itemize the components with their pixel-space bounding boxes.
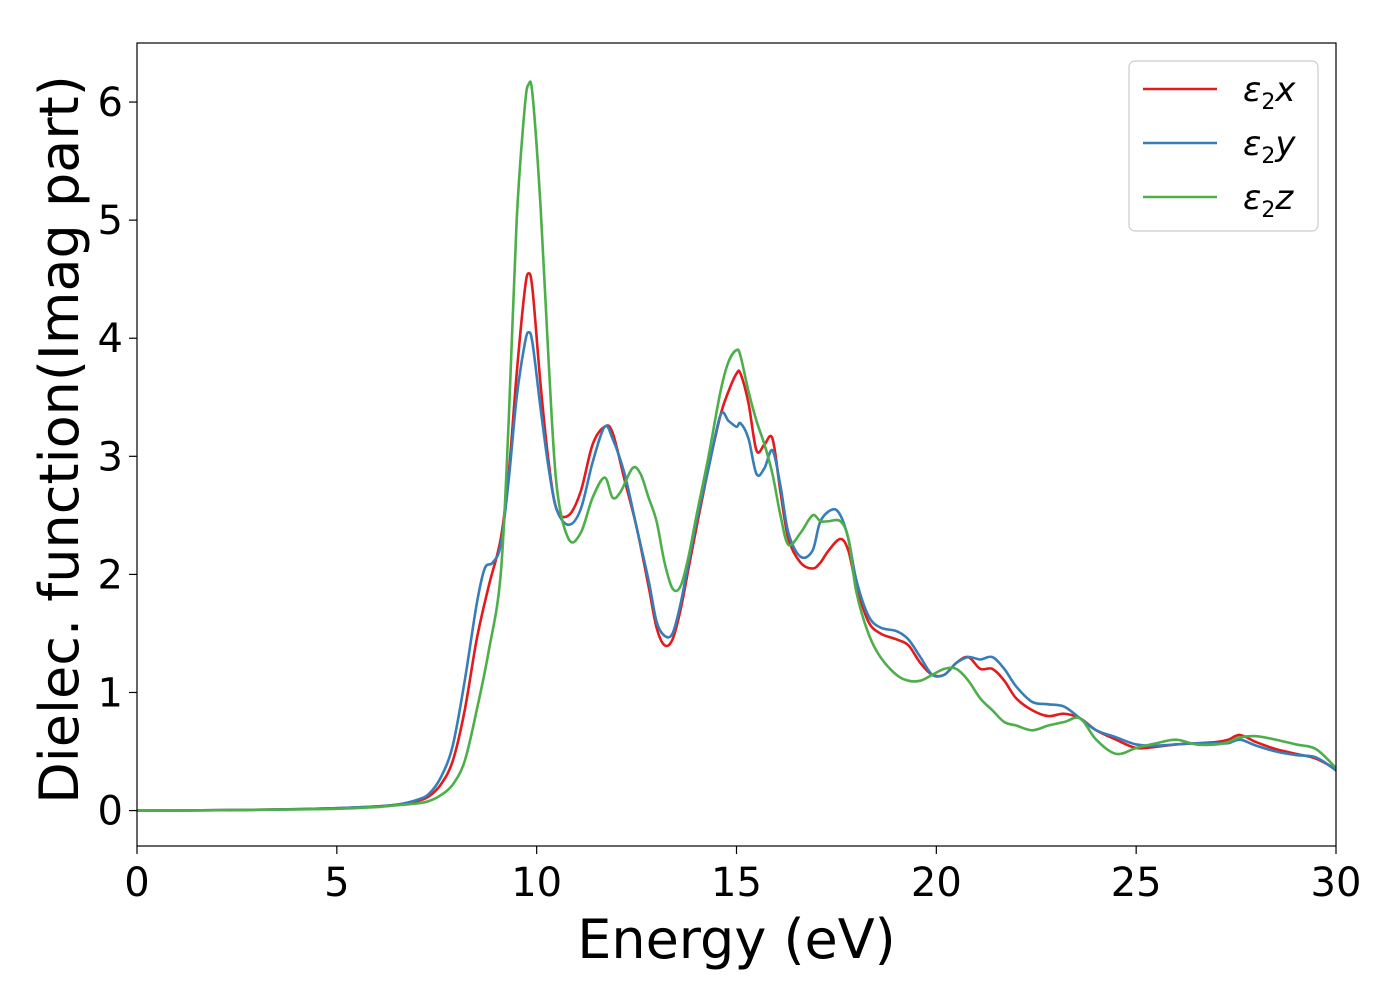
x-tick-label: 10 [511,860,562,906]
y-tick-label: 4 [98,316,123,362]
legend-label-z: ε2z [1243,178,1294,223]
x-tick-label: 30 [1311,860,1362,906]
legend-label-subscript: 2 [1261,198,1275,223]
x-tick-label: 0 [124,860,149,906]
y-axis-title: Dielec. function(Imag part) [28,75,91,804]
series-layer [137,80,1336,812]
y-axis: 0 1 2 3 4 5 6 [98,80,137,835]
y-tick-label: 3 [98,434,123,480]
y-tick-label: 6 [98,80,123,126]
x-tick-label: 25 [1111,860,1162,906]
y-tick-label: 0 [98,789,123,835]
x-axis: 0 5 10 15 20 25 30 [124,846,1361,906]
y-tick-label: 5 [98,198,123,244]
y-tick-label: 1 [98,670,123,716]
x-tick-label: 20 [911,860,962,906]
legend-label-base: ε [1243,178,1261,218]
x-tick-label: 5 [324,860,349,906]
legend-label-base: ε [1243,70,1261,110]
x-axis-title: Energy (eV) [577,908,896,971]
legend-box [1128,60,1319,232]
legend-label-subscript: 2 [1261,144,1275,169]
legend-label-y: ε2y [1243,124,1296,169]
legend-label-variable: y [1274,124,1296,164]
legend-label-x: ε2x [1243,70,1296,115]
x-tick-label: 15 [711,860,762,906]
legend-label-variable: x [1274,70,1296,110]
legend-label-subscript: 2 [1261,90,1275,115]
legend-label-variable: z [1274,178,1294,218]
legend-label-base: ε [1243,124,1261,164]
y-tick-label: 2 [98,552,123,598]
series-line-y [137,331,1336,812]
series-line-z [137,80,1336,812]
